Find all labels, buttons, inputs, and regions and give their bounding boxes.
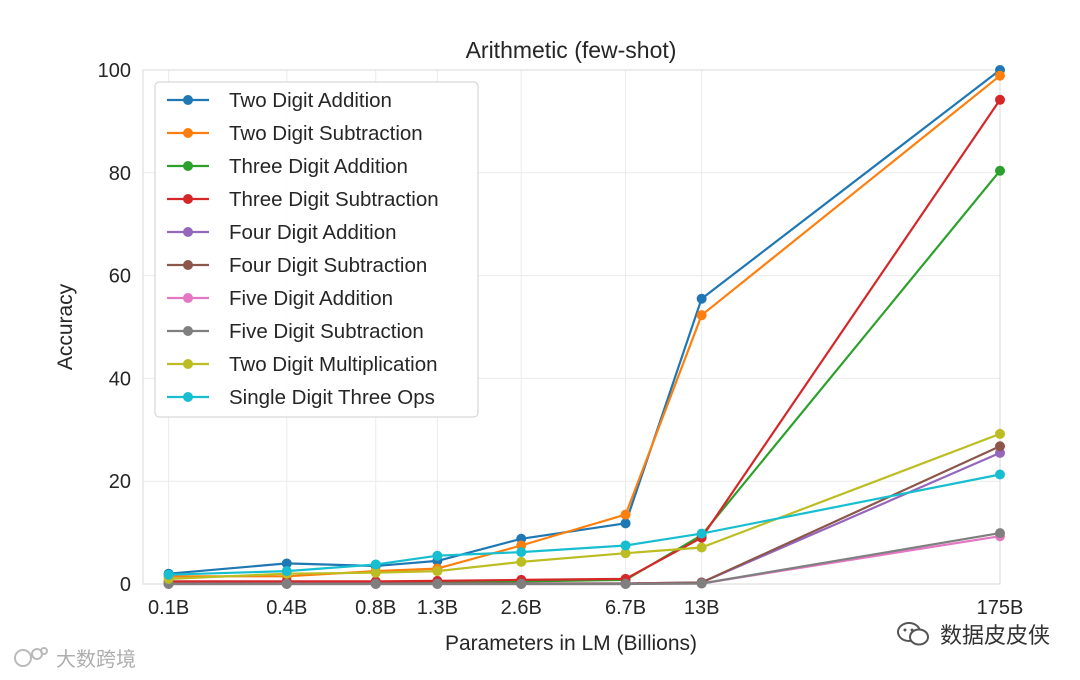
data-point [620,579,631,589]
series-line [168,69,1001,575]
data-point [370,567,381,578]
series-layer [163,65,1005,589]
legend: Two Digit Addition Two Digit Subtraction T… [154,81,479,418]
data-point [163,569,174,580]
data-point [696,528,707,539]
y-tick-label: 80 [109,163,131,185]
x-tick-label: 6.7B [605,597,646,619]
series-line [168,432,1001,580]
data-point [696,578,707,589]
data-point [281,558,292,569]
x-tick-label: 0.8B [355,597,396,619]
legend-label: Five Digit Addition [229,287,393,310]
legend-label: Two Digit Multiplication [229,353,438,376]
legend-marker [183,392,193,402]
data-point [620,518,631,529]
legend-item: Single Digit Three Ops [167,386,435,409]
watermark-logo-icon [14,646,48,667]
series-line [168,532,1001,586]
legend-label: Five Digit Subtraction [229,320,424,343]
data-point [432,550,443,561]
data-point [696,293,707,304]
y-tick-label: 0 [120,574,131,596]
data-point [696,542,707,553]
series-two-digit-multiplication [163,428,1005,584]
data-point [516,556,527,567]
x-tick-label: 2.6B [501,597,542,619]
x-tick-label: 0.4B [266,597,307,619]
legend-item: Two Digit Multiplication [167,353,438,376]
chart-title: Arithmetic (few-shot) [466,37,677,63]
watermark-left-text: 大数跨境 [56,649,136,671]
series-line [168,99,1001,583]
y-axis-title: Accuracy [54,283,77,370]
legend-item: Four Digit Addition [167,221,397,244]
data-point [696,310,707,321]
data-point [281,579,292,589]
data-point [995,441,1005,452]
legend-label: Three Digit Subtraction [229,188,439,211]
legend-label: Two Digit Subtraction [229,122,423,145]
data-point [995,165,1005,176]
legend-label: Single Digit Three Ops [229,386,435,409]
legend-marker [183,227,193,237]
x-tick-label: 1.3B [417,597,458,619]
data-point [281,566,292,577]
y-tick-label: 40 [109,368,131,390]
legend-label: Two Digit Addition [229,89,392,112]
data-point [995,428,1005,439]
data-point [620,509,631,520]
legend-marker [183,260,193,270]
data-point [432,579,443,589]
x-tick-label: 175B [977,597,1024,619]
legend-item: Two Digit Subtraction [167,122,423,145]
legend-item: Four Digit Subtraction [167,254,427,277]
data-point [516,547,527,558]
legend-item: Three Digit Subtraction [167,188,439,211]
legend-marker [183,128,193,138]
series-single-digit-three-ops [163,469,1005,580]
data-point [620,548,631,559]
x-tick-label: 0.1B [148,597,189,619]
data-point [995,94,1005,105]
watermark-right-text: 数据皮皮侠 [939,623,1050,648]
legend-item: Five Digit Addition [167,287,393,310]
data-point [620,540,631,551]
x-tick-label: 13B [684,597,720,619]
watermark-left: 大数跨境 [12,643,136,672]
legend-item: Two Digit Addition [167,89,392,112]
legend-box [154,81,479,418]
legend-marker [183,194,193,204]
series-five-digit-subtraction [163,528,1005,589]
y-tick-label: 20 [109,471,131,493]
data-point [370,559,381,570]
x-axis-title: Parameters in LM (Billions) [445,632,697,655]
legend-marker [183,161,193,171]
legend-marker [183,359,193,369]
legend-marker [183,326,193,336]
data-point [995,528,1005,539]
data-point [995,469,1005,480]
legend-marker [183,293,193,303]
wechat-icon [896,622,929,646]
data-point [995,70,1005,81]
legend-item: Three Digit Addition [167,155,408,178]
y-tick-label: 100 [98,60,131,82]
watermark-right: 数据皮皮侠 [896,618,1050,650]
legend-label: Three Digit Addition [229,155,408,178]
data-point [516,579,527,589]
data-point [370,579,381,589]
legend-label: Four Digit Addition [229,221,397,244]
y-tick-label: 60 [109,266,131,288]
axes: 0 20 40 60 80 100 0.1B 0.4B 0.8B 1.3B 2.6B 6.7B 13B 1… [98,60,1024,619]
legend-item: Five Digit Subtraction [167,320,424,343]
data-point [432,566,443,577]
series-line [168,473,1001,576]
legend-label: Four Digit Subtraction [229,254,427,277]
series-line [168,74,1001,578]
legend-marker [183,95,193,105]
